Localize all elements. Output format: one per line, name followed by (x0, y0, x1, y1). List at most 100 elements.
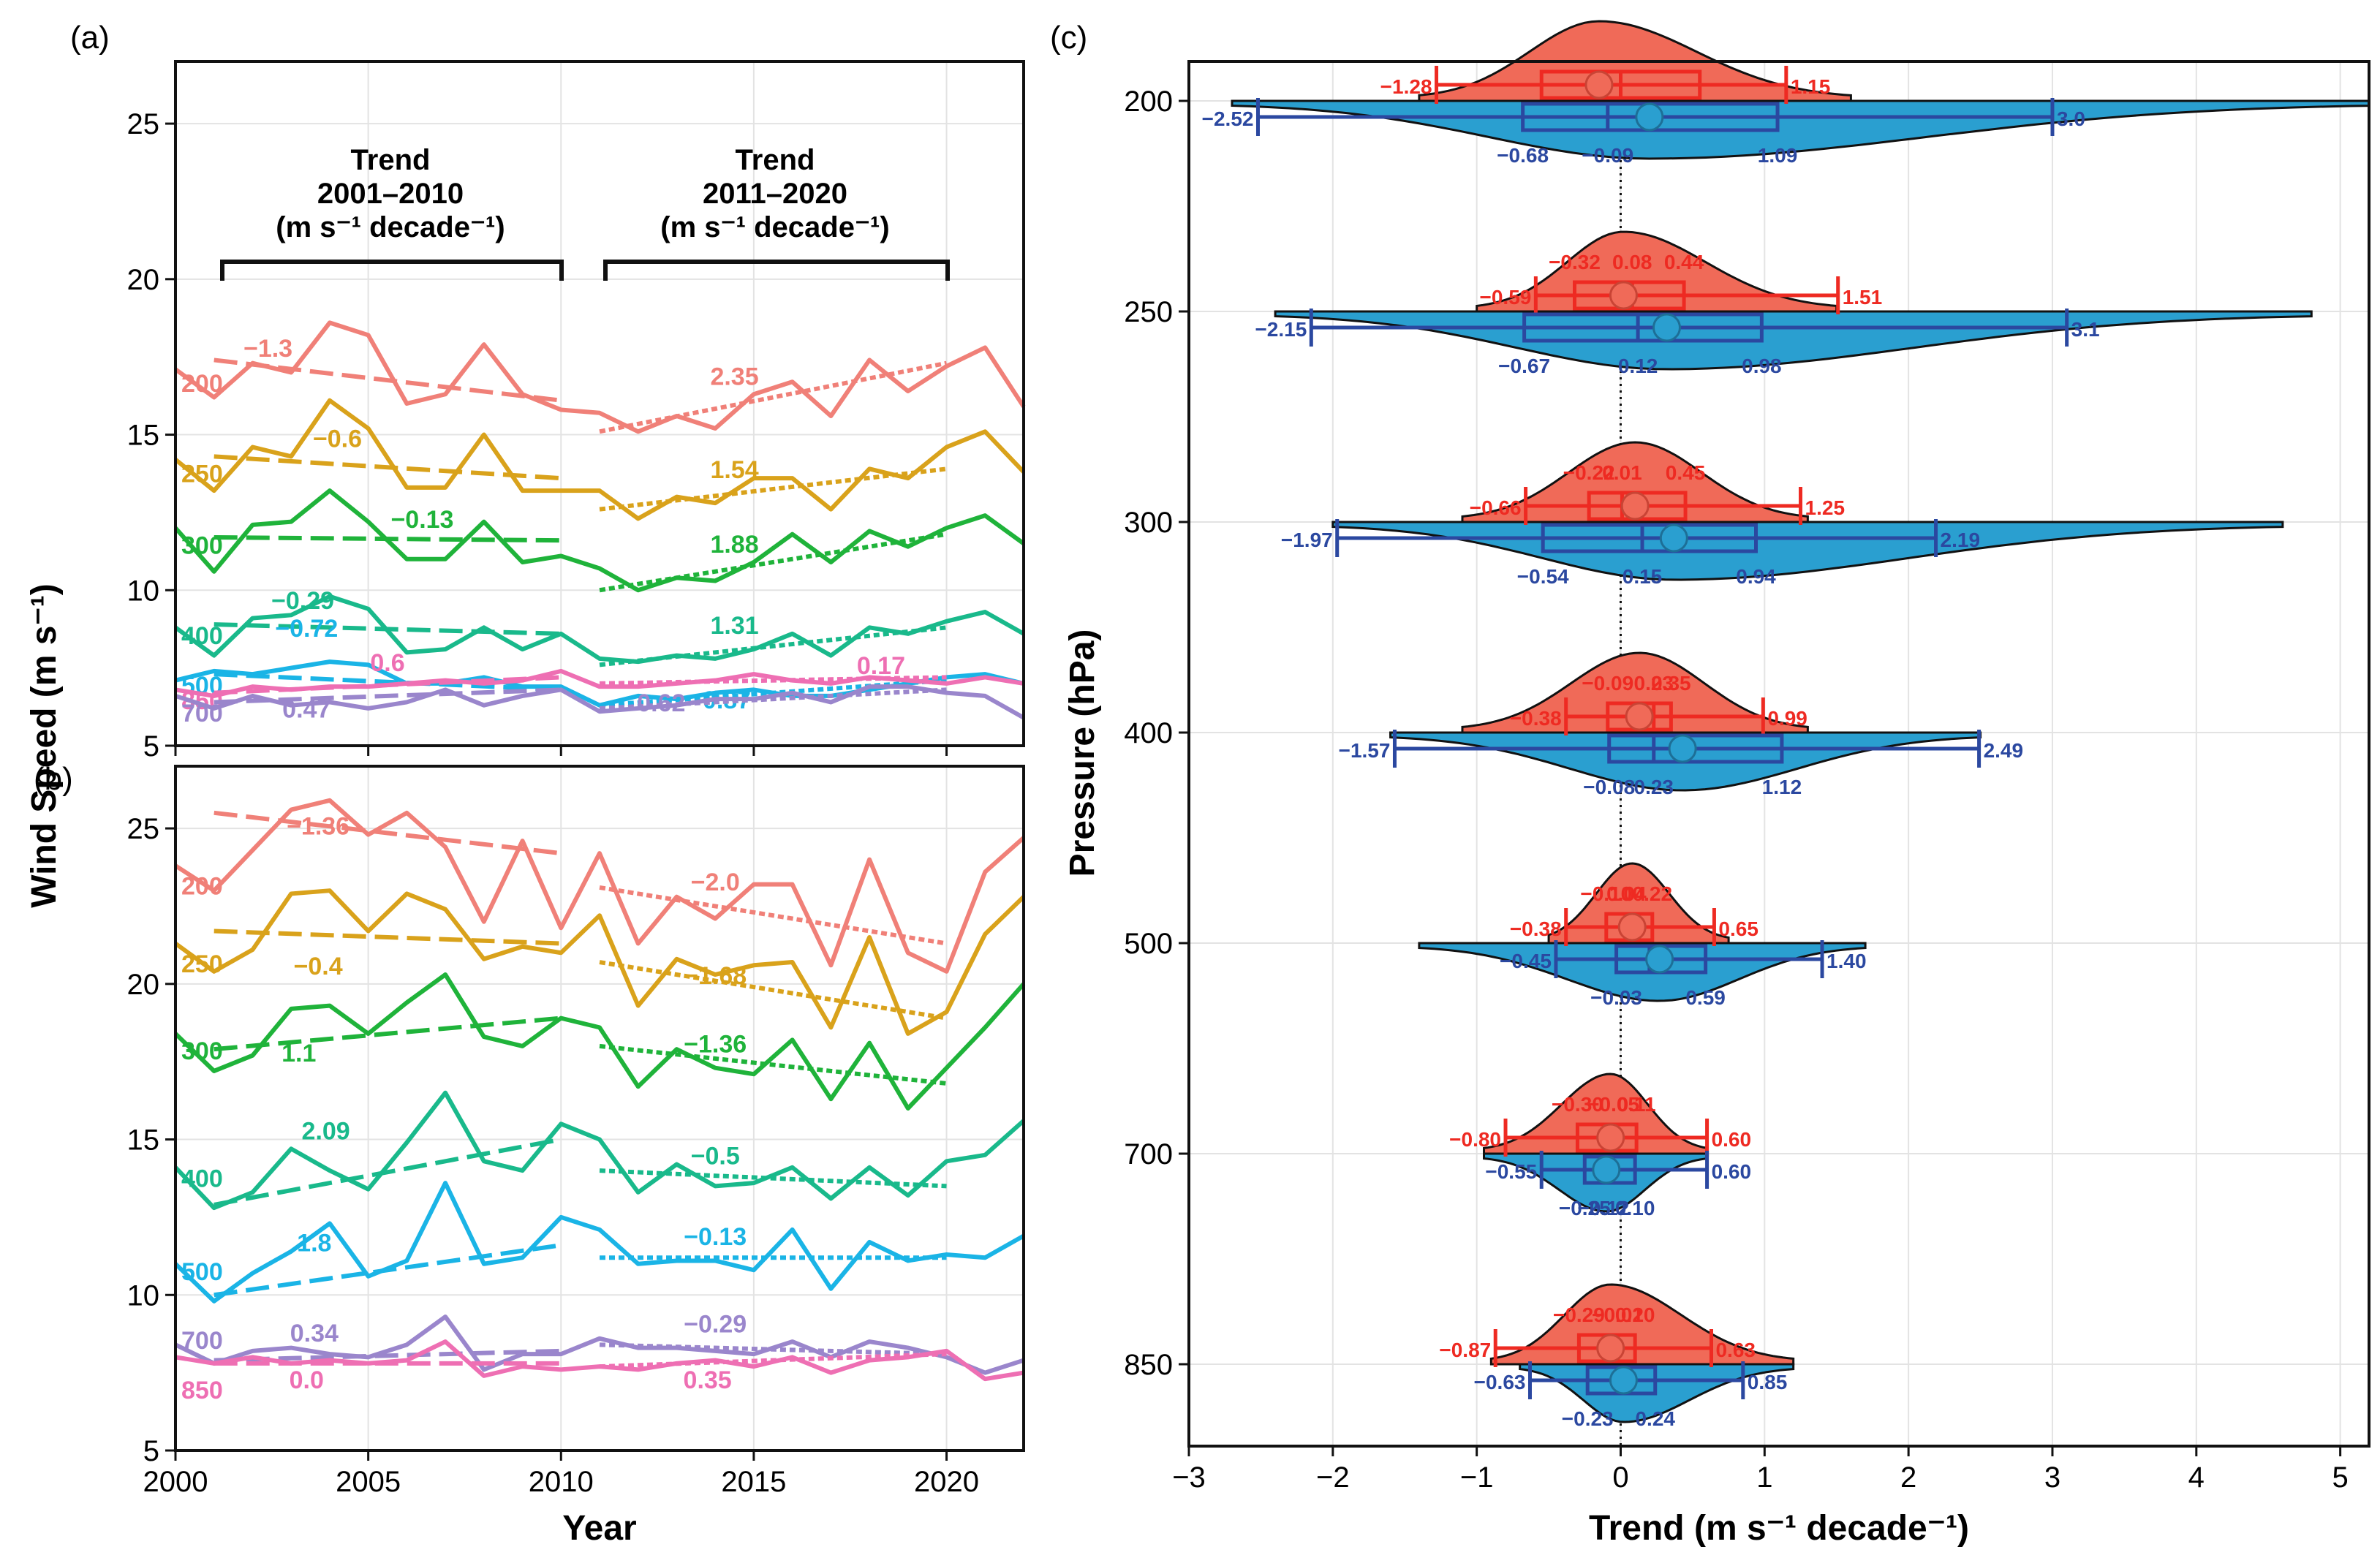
series-line-200 (174, 320, 1026, 434)
mean-dot-red-250 (1609, 281, 1638, 310)
trend-label-2011-2020-850: 0.35 (684, 1366, 732, 1394)
plot-frame-c (1187, 60, 2370, 1448)
trend-line-2011-2020-300 (599, 532, 948, 593)
series-line-400 (173, 1090, 1025, 1211)
whisker-label-high-blue-700: 0.60 (1712, 1160, 1752, 1183)
box-label-blue-700-2: 0.10 (1615, 1197, 1655, 1219)
x-tick-label-c-0: 0 (1612, 1461, 1628, 1494)
trend-line-2011-2020-200 (599, 885, 948, 946)
box-label-red-300-2: 0.45 (1666, 461, 1706, 484)
box-label-blue-200-0: −0.68 (1497, 144, 1549, 167)
whisker-label-low-blue-850: −0.63 (1474, 1371, 1526, 1393)
box-label-red-500-0: −0.10 (1580, 882, 1632, 905)
x-tick-label-c--2: −2 (1316, 1461, 1350, 1494)
x-tick-label-c-3: 3 (2044, 1461, 2060, 1494)
violin-blue-200 (1231, 99, 2370, 160)
trend-line-2011-2020-300 (599, 1043, 947, 1086)
x-tick-label-2015: 2015 (721, 1466, 786, 1498)
whisker-label-high-blue-850: 0.85 (1748, 1371, 1788, 1393)
trend-label-2011-2020-300: 1.88 (710, 531, 758, 559)
y-tick-label-15: 15 (127, 420, 160, 452)
box-label-blue-400-2: 1.12 (1762, 776, 1802, 798)
series-line-300 (173, 972, 1026, 1111)
trend-line-2001-2010-300 (214, 1015, 562, 1052)
whisker-label-low-blue-500: −0.45 (1500, 950, 1552, 972)
gridlines-a (175, 61, 1024, 746)
trend-line-2011-2020-250 (599, 466, 947, 512)
series-label-400: 400 (181, 622, 223, 650)
plot-frame-b (174, 765, 1025, 1452)
whisker-label-low-red-400: −0.38 (1510, 707, 1562, 730)
trend-header-1-line3: (m s⁻¹ decade⁻¹) (276, 211, 505, 243)
trend-label-2001-2010-200: −1.3 (243, 335, 292, 363)
x-tick-label-c-5: 5 (2332, 1461, 2349, 1494)
y-tick-label-10: 10 (127, 575, 160, 607)
y-tick-label-20: 20 (127, 969, 160, 1001)
box-label-blue-200-2: 1.09 (1758, 144, 1798, 167)
trend-line-2001-2010-200 (214, 810, 562, 856)
whisker-label-high-red-700: 0.60 (1712, 1128, 1752, 1151)
box-label-blue-500-1: 0.59 (1685, 986, 1726, 1009)
whisker-label-low-blue-200: −2.52 (1202, 107, 1254, 130)
trend-label-2011-2020-500: −0.13 (684, 1223, 747, 1251)
series-label-300: 300 (181, 532, 223, 559)
box-label-red-700-0: −0.30 (1552, 1093, 1603, 1116)
right-x-axis-label: Trend (m s⁻¹ decade⁻¹) (1589, 1509, 1969, 1548)
panel-a: 200 −1.3 2.35 250 −0.6 1.54 300 −0.13 1.88 400 −0.… (127, 60, 1026, 763)
trend-bracket-1 (220, 260, 564, 281)
trend-line-2001-2010-700 (214, 687, 562, 705)
whisker-label-high-red-300: 1.25 (1805, 496, 1846, 519)
plot-frame-a (174, 60, 1025, 747)
box-label-red-500-1: 0.04 (1606, 882, 1647, 905)
box-label-blue-250-1: 0.12 (1618, 355, 1658, 377)
box-label-blue-400-1: 0.23 (1634, 776, 1674, 798)
trend-label-2001-2010-850: 0.0 (290, 1366, 324, 1394)
box-label-red-300-1: 0.01 (1602, 461, 1642, 484)
y-tick-label-10: 10 (127, 1279, 160, 1312)
y-tick-label-700: 700 (1124, 1138, 1173, 1170)
trend-line-2011-2020-700 (599, 1342, 947, 1357)
violin-red-250 (1476, 230, 1838, 313)
whisker-label-low-red-850: −0.87 (1439, 1339, 1491, 1361)
box-label-red-850-0: −0.29 (1553, 1304, 1605, 1326)
box-label-red-850-1: −0.02 (1592, 1304, 1644, 1326)
box-label-blue-250-2: 0.98 (1742, 355, 1782, 377)
series-label-250: 250 (181, 461, 223, 488)
x-tick-label-c--3: −3 (1172, 1461, 1206, 1494)
whisker-label-high-red-500: 0.65 (1718, 918, 1758, 940)
whisker-label-high-blue-300: 2.19 (1941, 529, 1981, 551)
series-label-500: 500 (181, 1258, 223, 1286)
trend-header-2-line2: 2011–2020 (703, 178, 847, 210)
static-text: (a) (b) (c) Wind Speed (m s⁻¹) Year Tren… (25, 20, 1087, 1548)
trend-label-2011-2020-700: −0.29 (684, 1310, 747, 1338)
box-label-blue-500-0: −0.03 (1590, 986, 1642, 1009)
x-tick-label-2000: 2000 (143, 1466, 208, 1498)
trend-line-2001-2010-500 (214, 1243, 562, 1298)
trend-line-2001-2010-250 (214, 928, 562, 946)
box-label-blue-400-0: −0.08 (1583, 776, 1635, 798)
panel-b: 200 −1.36 −2.0 250 −0.4 −1.68 300 1.1 −1.36 400 2.… (127, 765, 1026, 1498)
whisker-label-low-blue-700: −0.55 (1485, 1160, 1537, 1183)
trend-line-2001-2010-500 (214, 672, 562, 692)
y-tick-label-850: 850 (1124, 1349, 1173, 1381)
trend-line-2011-2020-250 (599, 960, 948, 1021)
iqr-box-blue-300 (1541, 523, 1758, 553)
iqr-box-blue-250 (1522, 312, 1764, 343)
box-label-blue-300-2: 0.94 (1736, 565, 1776, 588)
trend-label-2011-2020-400: −0.5 (691, 1143, 740, 1170)
trend-header-1-line2: 2001–2010 (317, 178, 464, 210)
left-x-axis-label: Year (562, 1509, 636, 1548)
box-label-blue-200-1: −0.09 (1582, 144, 1633, 167)
trend-line-2001-2010-850 (214, 675, 562, 695)
trend-label-2001-2010-700: 0.47 (282, 696, 330, 724)
whisker-label-high-red-400: 0.99 (1767, 707, 1807, 730)
trend-line-2011-2020-700 (599, 687, 947, 711)
box-label-blue-250-0: −0.67 (1498, 355, 1550, 377)
trend-label-2001-2010-400: 2.09 (302, 1118, 350, 1146)
x-tick-label-c-2: 2 (1900, 1461, 1916, 1494)
trend-label-2011-2020-700: 0.62 (637, 689, 685, 717)
x-tick-label-2020: 2020 (914, 1466, 979, 1498)
trend-line-2011-2020-200 (599, 360, 948, 434)
mean-dot-red-700 (1596, 1123, 1625, 1152)
trend-label-2001-2010-500: 1.8 (297, 1230, 331, 1257)
